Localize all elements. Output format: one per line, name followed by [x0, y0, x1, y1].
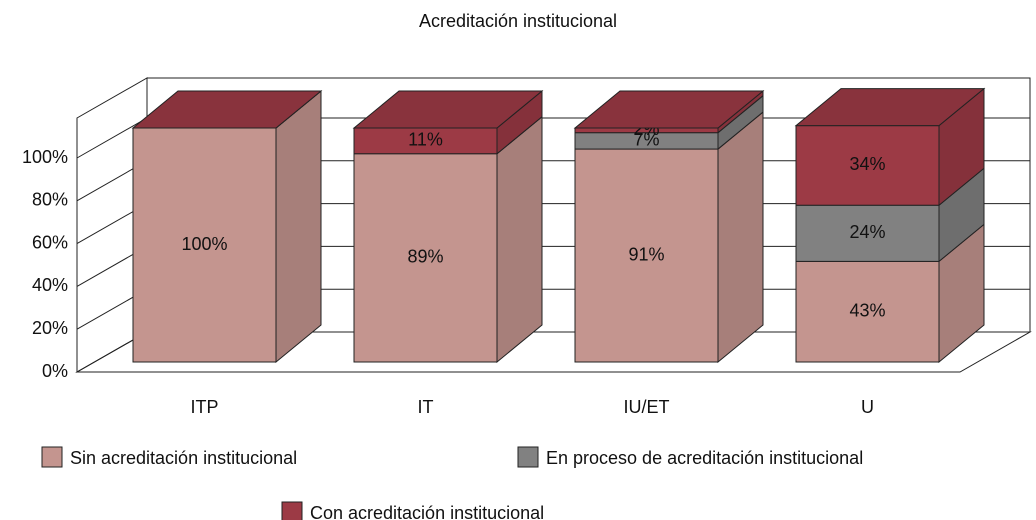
bar-segment-side [496, 115, 543, 364]
y-tick-label: 60% [32, 232, 68, 252]
data-label: 43% [849, 300, 885, 320]
data-label: 7% [633, 130, 659, 150]
data-label: 91% [628, 244, 664, 264]
bar-top [131, 90, 323, 129]
bar-segment [574, 148, 719, 363]
y-tick-label: 40% [32, 275, 68, 295]
bar-segment [795, 204, 940, 262]
data-label: 89% [407, 247, 443, 267]
legend-label: Con acreditación institucional [310, 503, 544, 520]
data-label: 34% [849, 154, 885, 174]
x-tick-label: ITP [190, 397, 218, 417]
y-tick-label: 80% [32, 190, 68, 210]
y-tick-label: 0% [42, 361, 68, 381]
legend-swatch [281, 501, 303, 520]
data-label: 11% [408, 130, 443, 150]
x-tick-label: IU/ET [623, 397, 669, 417]
legend-label: En proceso de acreditación institucional [546, 448, 863, 468]
bar-top [794, 88, 986, 127]
data-label: 100% [181, 234, 227, 254]
bar-segment [795, 260, 940, 363]
x-tick-label: IT [418, 397, 434, 417]
bar-top [352, 90, 544, 129]
x-tick-label: U [861, 397, 874, 417]
bar-top [573, 90, 765, 129]
legend-label: Sin acreditación institucional [70, 448, 297, 468]
bar-segment-side [717, 111, 764, 364]
bar-segment-side [275, 89, 322, 364]
data-label: 24% [849, 222, 885, 242]
bar-segment [353, 127, 498, 155]
y-tick-label: 100% [22, 147, 68, 167]
y-tick-label: 20% [32, 318, 68, 338]
legend-swatch [41, 446, 63, 468]
legend-swatch [517, 446, 539, 468]
chart-title: Acreditación institucional [419, 11, 617, 31]
